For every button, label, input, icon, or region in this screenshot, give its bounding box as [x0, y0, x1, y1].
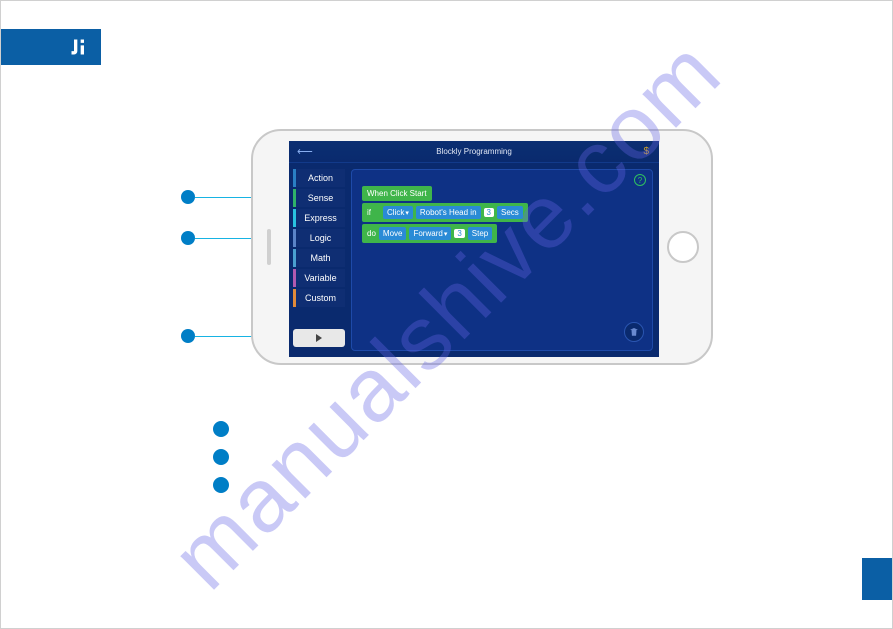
callout-dot-3 [181, 329, 195, 343]
trash-svg-icon [629, 327, 639, 337]
block-stack[interactable]: When Click Start if Click Robot's Head i… [362, 186, 528, 245]
chip-forward[interactable]: Forward [409, 227, 451, 240]
workspace-canvas[interactable]: ? When Click Start if Click Robot's Head… [351, 169, 653, 351]
phone-speaker [267, 229, 271, 265]
chip-secs[interactable]: Secs [497, 206, 523, 219]
block-if[interactable]: if Click Robot's Head in 3 Secs [362, 203, 528, 222]
sidebar-item-math[interactable]: Math [293, 249, 345, 267]
do-label: do [367, 229, 376, 238]
trash-icon[interactable] [624, 322, 644, 342]
num-secs[interactable]: 3 [484, 208, 494, 217]
brand-logo-icon [69, 37, 89, 57]
chip-head[interactable]: Robot's Head in [416, 206, 481, 219]
chip-click[interactable]: Click [383, 206, 413, 219]
phone-home-button[interactable] [667, 231, 699, 263]
app-screen: ⟵ Blockly Programming $ Action Sense Exp… [289, 141, 659, 357]
back-icon[interactable]: ⟵ [297, 145, 313, 158]
legend-dot-2 [213, 449, 229, 465]
if-label: if [367, 208, 371, 217]
chip-move[interactable]: Move [379, 227, 407, 240]
num-step[interactable]: 3 [454, 229, 464, 238]
sidebar-item-action[interactable]: Action [293, 169, 345, 187]
sidebar-item-sense[interactable]: Sense [293, 189, 345, 207]
callout-dot-1 [181, 190, 195, 204]
sidebar-item-variable[interactable]: Variable [293, 269, 345, 287]
app-title: Blockly Programming [436, 147, 512, 156]
chip-step[interactable]: Step [468, 227, 492, 240]
phone-mockup: ⟵ Blockly Programming $ Action Sense Exp… [251, 129, 713, 365]
sidebar-item-express[interactable]: Express [293, 209, 345, 227]
sidebar-item-custom[interactable]: Custom [293, 289, 345, 307]
app-header: ⟵ Blockly Programming $ [289, 141, 659, 163]
block-do[interactable]: do Move Forward 3 Step [362, 224, 497, 243]
coin-icon[interactable]: $ [643, 146, 649, 157]
legend-dot-3 [213, 477, 229, 493]
help-icon[interactable]: ? [634, 174, 646, 186]
app-body: Action Sense Express Logic Math Variable… [289, 163, 659, 357]
block-start[interactable]: When Click Start [362, 186, 432, 201]
page-accent [862, 558, 892, 600]
run-button[interactable] [293, 329, 345, 347]
block-category-sidebar: Action Sense Express Logic Math Variable… [289, 163, 349, 357]
callout-dot-2 [181, 231, 195, 245]
legend-dot-1 [213, 421, 229, 437]
sidebar-item-logic[interactable]: Logic [293, 229, 345, 247]
brand-badge [1, 29, 101, 65]
